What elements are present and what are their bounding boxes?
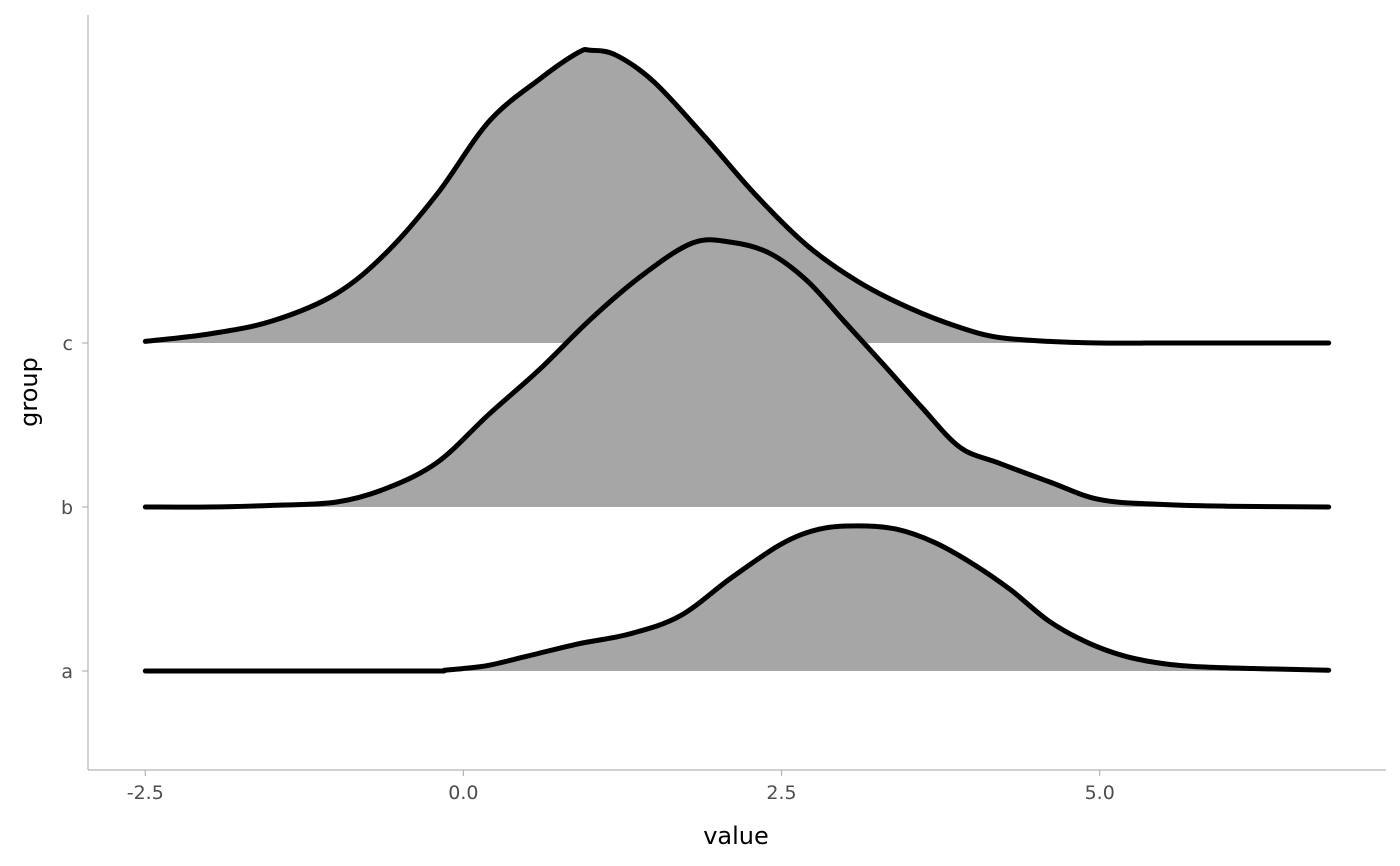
x-tick-label: 5.0 — [1085, 782, 1115, 804]
ridge-fill-a — [444, 525, 1329, 671]
y-tick-label: a — [61, 661, 73, 683]
x-tick-label: -2.5 — [127, 782, 164, 804]
ridge-line-c — [142, 47, 1332, 346]
y-tick-label: c — [63, 333, 73, 355]
y-axis-ticks: a b c — [61, 333, 88, 683]
x-axis-ticks: -2.5 0.0 2.5 5.0 — [127, 770, 1115, 804]
y-axis-title: group — [15, 357, 43, 427]
y-tick-label: b — [61, 497, 73, 519]
x-tick-label: 0.0 — [448, 782, 478, 804]
x-axis-title: value — [703, 822, 769, 850]
plot-area — [142, 47, 1332, 674]
ridge-fill-b — [145, 239, 1329, 508]
ridge-line-b — [142, 237, 1332, 510]
ridge-fill-c — [145, 49, 1329, 344]
ridge-line-a — [142, 523, 1332, 674]
x-tick-label: 2.5 — [766, 782, 796, 804]
